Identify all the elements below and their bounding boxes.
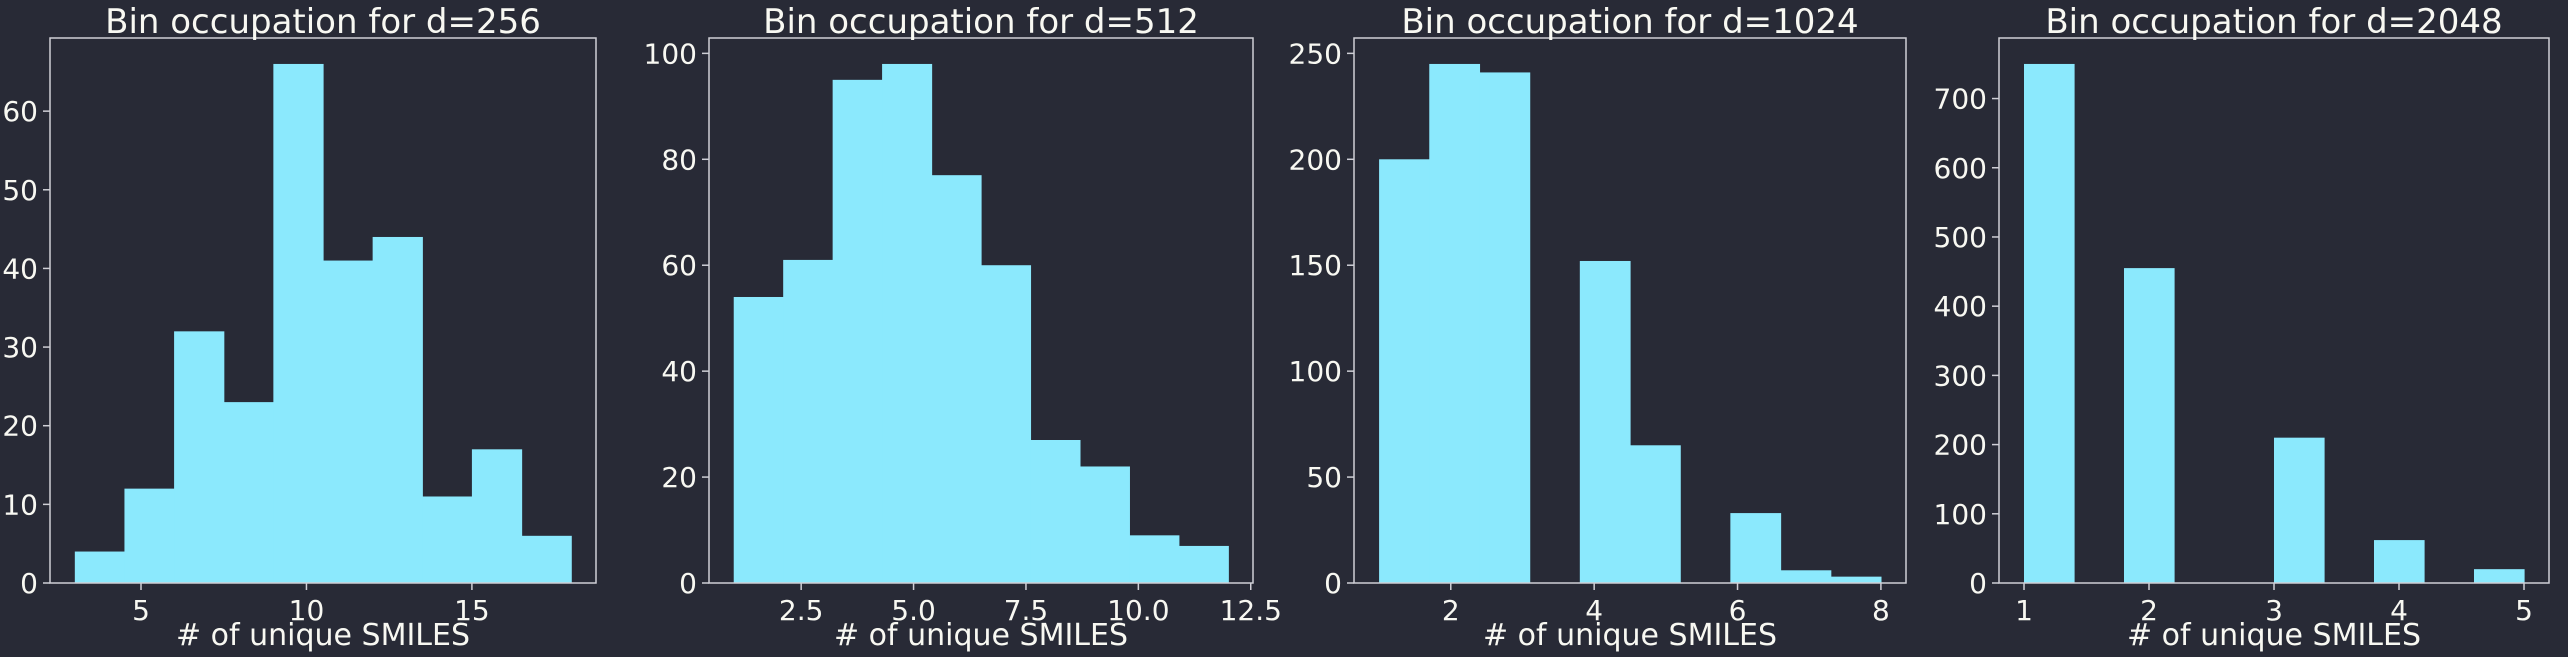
chart-title: Bin occupation for d=2048	[2045, 2, 2502, 42]
y-tick-label: 300	[1934, 359, 1987, 392]
x-tick-label: 2.5	[779, 594, 824, 627]
y-tick-label: 200	[1289, 143, 1342, 176]
histogram-bar	[2474, 569, 2525, 583]
histogram-bar	[1079, 466, 1130, 583]
histogram-bar	[1129, 535, 1180, 583]
y-tick-label: 40	[661, 355, 697, 388]
y-tick-label: 40	[2, 252, 38, 285]
chart-title: Bin occupation for d=512	[763, 2, 1199, 42]
histogram-bar	[2374, 540, 2425, 583]
histogram-bar	[1479, 72, 1531, 584]
histogram-bar	[733, 296, 784, 583]
y-tick-label: 60	[2, 95, 38, 128]
x-tick-label: 2	[2140, 594, 2158, 627]
x-tick-label: 12.5	[1220, 594, 1282, 627]
histogram-bar	[2124, 268, 2175, 583]
y-tick-label: 100	[1934, 498, 1987, 531]
histogram-bar	[832, 79, 883, 583]
y-tick-label: 10	[2, 488, 38, 521]
y-tick-label: 0	[1324, 567, 1342, 600]
histogram-bar	[783, 259, 834, 583]
y-tick-label: 20	[661, 461, 697, 494]
x-tick-label: 5	[2515, 594, 2533, 627]
y-tick-label: 250	[1289, 37, 1342, 70]
chart-panel-0: 5 10 15 0 10 20 30 40 50 60 Bin occupation for d=2…	[2, 2, 597, 653]
x-tick-label: 4	[2390, 594, 2408, 627]
histogram-bar	[1379, 159, 1430, 584]
x-axis-label: # of unique SMILES	[1483, 618, 1777, 653]
histogram-bar	[2274, 437, 2325, 583]
chart-panel-1: 2.5 5.0 7.5 10.0 12.5 0 20 40 60 80 100 Bin occupat…	[644, 2, 1282, 653]
histogram-bar	[981, 265, 1032, 583]
histogram-bar	[931, 175, 982, 583]
histogram-bar	[1780, 570, 1832, 583]
y-tick-label: 700	[1934, 83, 1987, 116]
axes-frame	[1353, 37, 1907, 584]
x-tick-label: 10	[289, 594, 325, 627]
x-tick-label: 8	[1872, 594, 1890, 627]
y-tick-label: 60	[661, 249, 697, 282]
y-tick-label: 500	[1934, 221, 1987, 254]
x-axis-label: # of unique SMILES	[2127, 618, 2421, 653]
y-tick-label: 100	[1289, 355, 1342, 388]
x-tick-label: 15	[454, 594, 490, 627]
x-axis-label: # of unique SMILES	[176, 618, 470, 653]
histogram-bar	[372, 236, 423, 583]
x-tick-label: 4	[1585, 594, 1603, 627]
y-tick-label: 50	[1306, 461, 1342, 494]
y-tick-label: 80	[661, 143, 697, 176]
histogram-bar	[174, 331, 225, 583]
chart-panel-2: 2 4 6 8 0 50 100 150 200 250 Bin occupation for d=…	[1289, 2, 1907, 653]
histogram-bar	[521, 535, 572, 583]
histogram-bar	[124, 488, 175, 583]
histogram-bar	[1730, 513, 1782, 583]
histogram-bar	[273, 63, 324, 583]
x-tick-label: 5.0	[891, 594, 936, 627]
y-tick-label: 400	[1934, 290, 1987, 323]
y-tick-label: 150	[1289, 249, 1342, 282]
histogram-bar	[223, 402, 274, 583]
y-tick-label: 0	[679, 567, 697, 600]
y-tick-label: 100	[644, 37, 697, 70]
x-tick-label: 5	[132, 594, 150, 627]
x-tick-label: 3	[2265, 594, 2283, 627]
histogram-bar	[1830, 576, 1882, 583]
chart-panel-3: 1 2 3 4 5 0 100 200 300 400 500 600 700 Bin occupatio…	[1934, 2, 2550, 653]
y-tick-label: 0	[1969, 567, 1987, 600]
histogram-bar	[471, 449, 523, 583]
y-tick-label: 30	[2, 331, 38, 364]
x-tick-label: 2	[1442, 594, 1460, 627]
histogram-bar	[74, 551, 126, 583]
histogram-bar	[323, 260, 374, 583]
axes-frame	[49, 37, 597, 584]
axes-frame	[708, 37, 1254, 584]
x-tick-label: 10.0	[1107, 594, 1169, 627]
y-tick-label: 20	[2, 410, 38, 443]
y-tick-label: 600	[1934, 152, 1987, 185]
histogram-bar	[422, 496, 473, 583]
y-tick-label: 200	[1934, 429, 1987, 462]
y-tick-label: 0	[20, 567, 38, 600]
chart-title: Bin occupation for d=1024	[1401, 2, 1858, 42]
histogram-bar	[2024, 63, 2075, 583]
histogram-bar	[882, 63, 933, 583]
x-axis-label: # of unique SMILES	[834, 618, 1128, 653]
histogram-bar	[1178, 545, 1229, 583]
histogram-bar	[1030, 440, 1081, 583]
histogram-bar	[1630, 445, 1681, 583]
histogram-bar	[1579, 260, 1631, 583]
x-tick-label: 7.5	[1004, 594, 1049, 627]
y-tick-label: 50	[2, 174, 38, 207]
x-tick-label: 6	[1729, 594, 1747, 627]
histogram-bar	[1429, 63, 1481, 583]
x-tick-label: 1	[2015, 594, 2033, 627]
chart-title: Bin occupation for d=256	[105, 2, 541, 42]
